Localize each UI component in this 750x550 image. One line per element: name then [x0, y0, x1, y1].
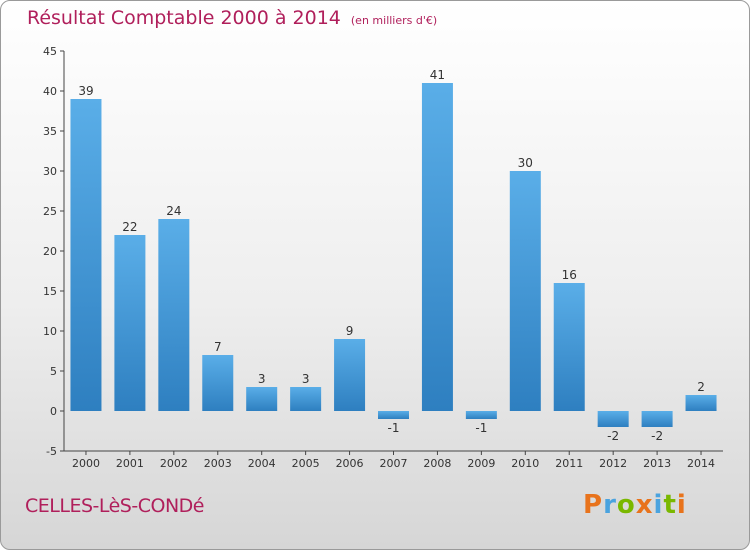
x-tick-label: 2005	[292, 457, 320, 470]
bar	[597, 411, 629, 427]
bar	[246, 387, 278, 411]
logo-letter: i	[653, 490, 664, 520]
x-tick-label: 2008	[423, 457, 451, 470]
bar-value-label: -1	[388, 421, 400, 435]
bar-value-label: -2	[651, 429, 663, 443]
chart-axes: -5 0 5 10 15 20 25 30 35 40 45 2000 2001 2002 2003 2004…	[43, 45, 723, 470]
x-tick-label: 2001	[116, 457, 144, 470]
bar	[553, 283, 585, 411]
bar	[158, 219, 190, 411]
bar	[685, 395, 717, 411]
bar	[70, 99, 102, 411]
bar-value-label: -2	[607, 429, 619, 443]
y-tick-label: 20	[43, 245, 57, 258]
x-tick-label: 2002	[160, 457, 188, 470]
bar	[114, 235, 146, 411]
y-tick-label: 40	[43, 85, 57, 98]
bar-value-label: 9	[346, 324, 354, 338]
y-tick-label: 25	[43, 205, 57, 218]
y-tick-label: 30	[43, 165, 57, 178]
bar-value-label: 3	[302, 372, 310, 386]
x-tick-label: 2007	[380, 457, 408, 470]
bar-value-label: 22	[122, 220, 137, 234]
x-tick-label: 2009	[467, 457, 495, 470]
y-tick-label: 5	[50, 365, 57, 378]
chart-unit-note: (en milliers d'€)	[350, 14, 438, 27]
bar	[378, 411, 409, 419]
x-tick-label: 2014	[687, 457, 715, 470]
y-tick-label: 45	[43, 45, 57, 58]
y-tick-label: 15	[43, 285, 57, 298]
bar-value-label: -1	[475, 421, 487, 435]
bar-value-label: 2	[697, 380, 705, 394]
bar-value-label: 3	[258, 372, 266, 386]
bar	[334, 339, 366, 411]
x-tick-label: 2006	[336, 457, 364, 470]
x-tick-label: 2000	[72, 457, 100, 470]
bar-value-label: 41	[430, 68, 445, 82]
proxiti-logo: Proxiti	[583, 490, 687, 520]
bar	[641, 411, 673, 427]
x-tick-label: 2003	[204, 457, 232, 470]
logo-letter: i	[676, 490, 687, 520]
bar	[465, 411, 497, 419]
chart-bars	[70, 83, 717, 427]
x-tick-label: 2011	[555, 457, 583, 470]
y-tick-label: 0	[50, 405, 57, 418]
bar-value-label: 30	[518, 156, 533, 170]
logo-letter: o	[616, 490, 636, 520]
chart-title-main: Résultat Comptable 2000 à 2014	[27, 7, 341, 29]
x-tick-label: 2010	[511, 457, 539, 470]
bar	[509, 171, 541, 411]
bar-value-label: 7	[214, 340, 222, 354]
logo-letter: x	[635, 490, 654, 520]
bar-value-label: 39	[78, 84, 93, 98]
logo-letter: P	[583, 490, 604, 520]
chart-title: Résultat Comptable 2000 à 2014 (en millie…	[27, 7, 437, 29]
y-tick-label: 10	[43, 325, 57, 338]
y-tick-label: -5	[46, 445, 57, 458]
x-tick-label: 2012	[599, 457, 627, 470]
commune-name: CELLES-LèS-CONDé	[25, 495, 204, 517]
logo-letter: t	[663, 490, 677, 520]
y-tick-label: 35	[43, 125, 57, 138]
x-tick-label: 2013	[643, 457, 671, 470]
bar	[290, 387, 322, 411]
bar	[421, 83, 453, 411]
bar	[202, 355, 234, 411]
bar-value-label: 24	[166, 204, 181, 218]
logo-letter: r	[603, 490, 617, 520]
x-tick-label: 2004	[248, 457, 276, 470]
bar-value-label: 16	[562, 268, 577, 282]
